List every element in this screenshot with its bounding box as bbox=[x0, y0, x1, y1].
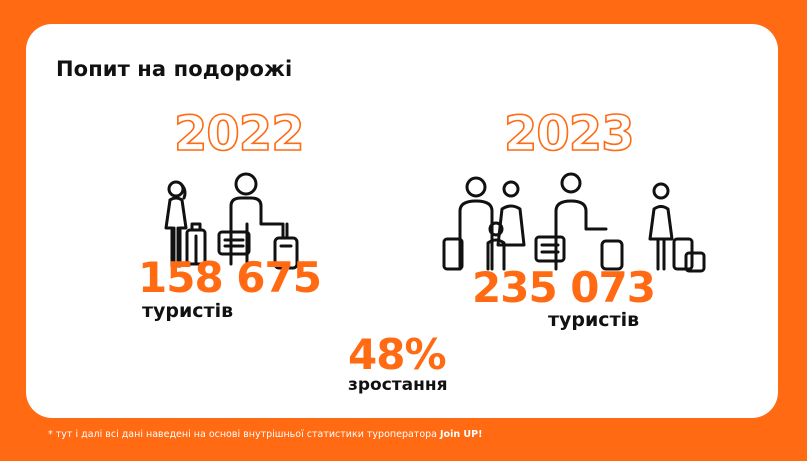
year-2023-label: 2023 bbox=[503, 106, 635, 162]
year-2022-label: 2022 bbox=[173, 106, 305, 162]
family-2022-icon bbox=[164, 172, 299, 270]
tourists-2023-unit: туристів bbox=[548, 309, 640, 331]
tourists-2022-count: 158 675 bbox=[138, 253, 322, 302]
footnote-text: * тут і далі всі дані наведені на основі… bbox=[48, 429, 441, 440]
growth-value: 48% bbox=[348, 330, 447, 379]
card: Попит на подорожі 2022 2023 bbox=[26, 24, 778, 418]
footnote: * тут і далі всі дані наведені на основі… bbox=[48, 429, 482, 440]
page-title: Попит на подорожі bbox=[56, 57, 293, 81]
tourists-2023-count: 235 073 bbox=[472, 263, 656, 312]
tourists-2022-unit: туристів bbox=[142, 300, 234, 322]
footnote-brand: Join UP! bbox=[440, 429, 483, 440]
growth-label: зростання bbox=[348, 375, 448, 395]
family-2023-icon bbox=[442, 172, 706, 273]
